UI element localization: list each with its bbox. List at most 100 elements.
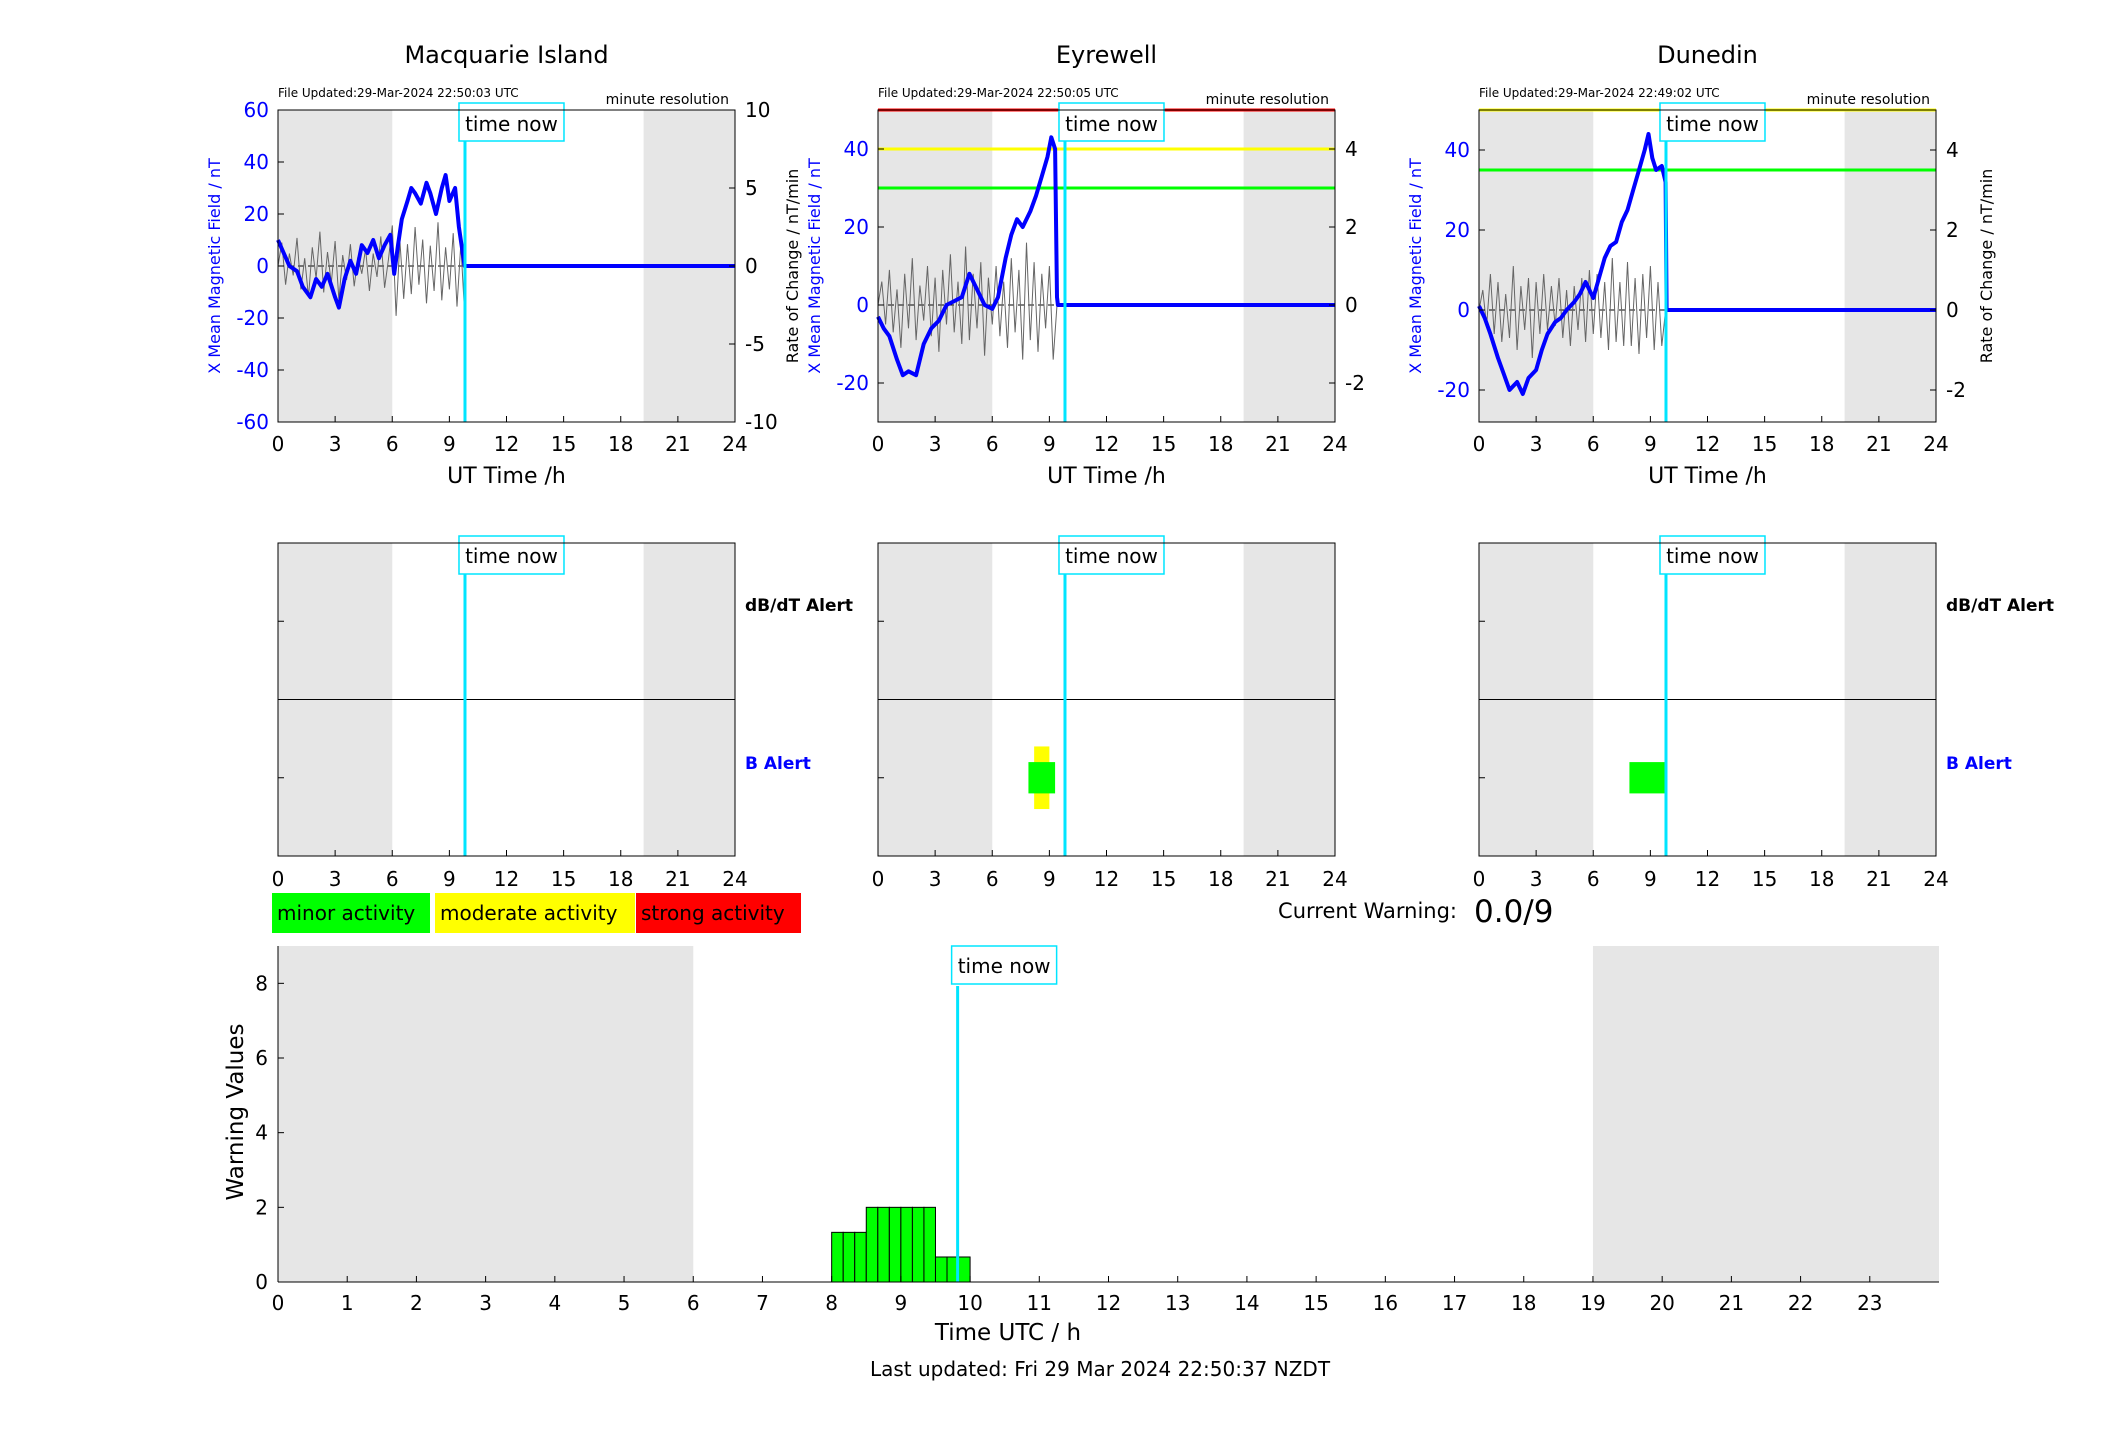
y-tick-label: 2 [255, 1195, 268, 1219]
right-y-tick-label: 0 [745, 254, 758, 278]
x-axis-label: Time UTC / h [934, 1320, 1081, 1346]
x-tick-label: 18 [1208, 867, 1233, 891]
time-now-box [1659, 535, 1766, 575]
time-now-box [458, 102, 565, 142]
b-alert-block [1028, 762, 1056, 794]
y-tick-label: 4 [255, 1121, 268, 1145]
alert-panel-1: time now 0 3 6 9 12 15 18 21 24 [872, 535, 1348, 891]
time-now-label: time now [958, 954, 1051, 978]
right-y-tick-label: -2 [1946, 378, 1966, 402]
x-tick-label: 3 [1530, 867, 1543, 891]
station-panel-0: Macquarie Island time now File Updated:29-… [205, 41, 778, 489]
right-y-tick-label: 5 [745, 176, 758, 200]
x-tick-label: 3 [929, 432, 942, 456]
x-tick-label: 6 [1587, 432, 1600, 456]
x-tick-label: 9 [895, 1291, 908, 1315]
rate-of-change-trace [277, 222, 466, 316]
dbdt-alert-label: dB/dT Alert [1946, 596, 2054, 616]
legend-label: minor activity [277, 901, 415, 925]
y-tick-label: 6 [255, 1046, 268, 1070]
magnetic-field-trace [1477, 132, 1936, 396]
x-tick-label: 15 [551, 432, 576, 456]
left-y-tick-label: 60 [244, 98, 269, 122]
warning-bar [854, 1231, 867, 1283]
x-tick-label: 10 [957, 1291, 982, 1315]
left-y-tick-label: 20 [1445, 218, 1470, 242]
x-tick-label: 0 [1473, 432, 1486, 456]
x-tick-label: 1 [341, 1291, 354, 1315]
current-warning-label: Current Warning: [1278, 899, 1457, 923]
x-tick-label: 24 [1923, 867, 1948, 891]
x-tick-label: 15 [1151, 867, 1176, 891]
x-tick-label: 18 [1809, 432, 1834, 456]
left-y-tick-label: 20 [844, 215, 869, 239]
x-tick-label: 9 [1644, 867, 1657, 891]
x-axis-label: UT Time /h [447, 464, 566, 489]
b-alert-label: B Alert [745, 754, 811, 774]
x-tick-label: 3 [1530, 432, 1543, 456]
x-tick-label: 6 [1587, 867, 1600, 891]
station-panel-2: Dunedin time now File Updated:29-Mar-2024 … [1406, 41, 1996, 489]
x-tick-label: 15 [1752, 432, 1777, 456]
x-tick-label: 9 [1644, 432, 1657, 456]
x-tick-label: 21 [1265, 867, 1290, 891]
time-now-box [1058, 535, 1165, 575]
x-tick-label: 18 [608, 867, 633, 891]
x-tick-label: 18 [1208, 432, 1233, 456]
time-now-label: time now [1065, 112, 1158, 136]
x-tick-label: 15 [1303, 1291, 1328, 1315]
dbdt-alert-label: dB/dT Alert [745, 596, 853, 616]
station-title: Dunedin [1657, 41, 1758, 69]
x-tick-label: 23 [1857, 1291, 1882, 1315]
warning-bar [923, 1206, 936, 1283]
warning-bar [911, 1206, 925, 1283]
x-tick-label: 3 [329, 432, 342, 456]
magnetic-field-trace [276, 173, 735, 310]
rate-of-change-trace [1478, 257, 1667, 359]
x-tick-label: 6 [687, 1291, 700, 1315]
x-tick-label: 15 [1151, 432, 1176, 456]
x-tick-label: 21 [1866, 432, 1891, 456]
x-tick-label: 17 [1442, 1291, 1467, 1315]
right-y-tick-label: 2 [1345, 215, 1358, 239]
x-tick-label: 18 [1511, 1291, 1536, 1315]
night-band [878, 110, 993, 422]
time-now-label: time now [465, 544, 558, 568]
night-band [1844, 110, 1936, 422]
x-tick-label: 0 [272, 1291, 285, 1315]
left-y-tick-label: 0 [256, 254, 269, 278]
time-now-label: time now [465, 112, 558, 136]
x-tick-label: 15 [1752, 867, 1777, 891]
night-band [1243, 110, 1335, 422]
x-tick-label: 24 [1923, 432, 1948, 456]
left-y-tick-label: 0 [856, 293, 869, 317]
warning-bar [900, 1206, 913, 1283]
x-tick-label: 2 [410, 1291, 423, 1315]
x-tick-label: 24 [722, 432, 747, 456]
x-tick-label: 9 [443, 432, 456, 456]
x-tick-label: 3 [479, 1291, 492, 1315]
x-tick-label: 24 [1322, 867, 1347, 891]
time-now-box [458, 535, 565, 575]
warning-bar [865, 1206, 879, 1283]
time-now-box [1058, 102, 1165, 142]
left-y-tick-label: -20 [236, 306, 269, 330]
left-y-axis-label: X Mean Magnetic Field / nT [205, 158, 224, 374]
left-y-tick-label: 40 [244, 150, 269, 174]
left-y-tick-label: 20 [244, 202, 269, 226]
night-band [1479, 110, 1594, 422]
station-panel-1: Eyrewell time now File Updated:29-Mar-2024… [783, 41, 1365, 489]
x-tick-label: 13 [1165, 1291, 1190, 1315]
x-tick-label: 11 [1027, 1291, 1052, 1315]
time-now-box [1659, 102, 1766, 142]
station-title: Macquarie Island [404, 41, 608, 69]
x-axis-label: UT Time /h [1648, 464, 1767, 489]
x-tick-label: 24 [1322, 432, 1347, 456]
y-tick-label: 8 [255, 971, 268, 995]
x-tick-label: 12 [1695, 432, 1720, 456]
right-y-tick-label: 0 [1946, 298, 1959, 322]
left-y-axis-label: X Mean Magnetic Field / nT [805, 158, 824, 374]
legend-label: moderate activity [440, 901, 618, 925]
